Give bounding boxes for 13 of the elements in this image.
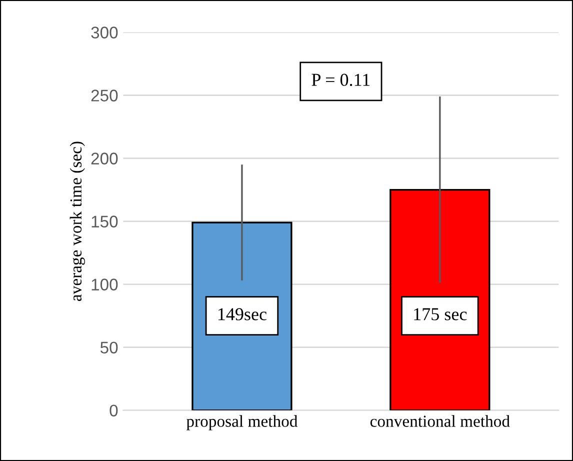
x-tick-label: conventional method <box>370 415 510 427</box>
data-label: 175 sec <box>414 308 467 320</box>
y-tick-label: 150 <box>92 216 118 228</box>
y-tick-label: 200 <box>91 152 118 164</box>
data-label: 149sec <box>218 308 266 320</box>
x-tick-label: proposal method <box>186 415 298 430</box>
y-tick-label: 250 <box>91 90 118 102</box>
y-tick-label: 0 <box>110 404 118 416</box>
annotation: P = 0.11 <box>312 74 370 86</box>
y-axis-title: average work time (sec) <box>70 142 85 301</box>
y-tick-label: 50 <box>100 342 118 354</box>
y-tick-label: 300 <box>91 26 118 38</box>
y-tick-label: 100 <box>92 278 118 290</box>
